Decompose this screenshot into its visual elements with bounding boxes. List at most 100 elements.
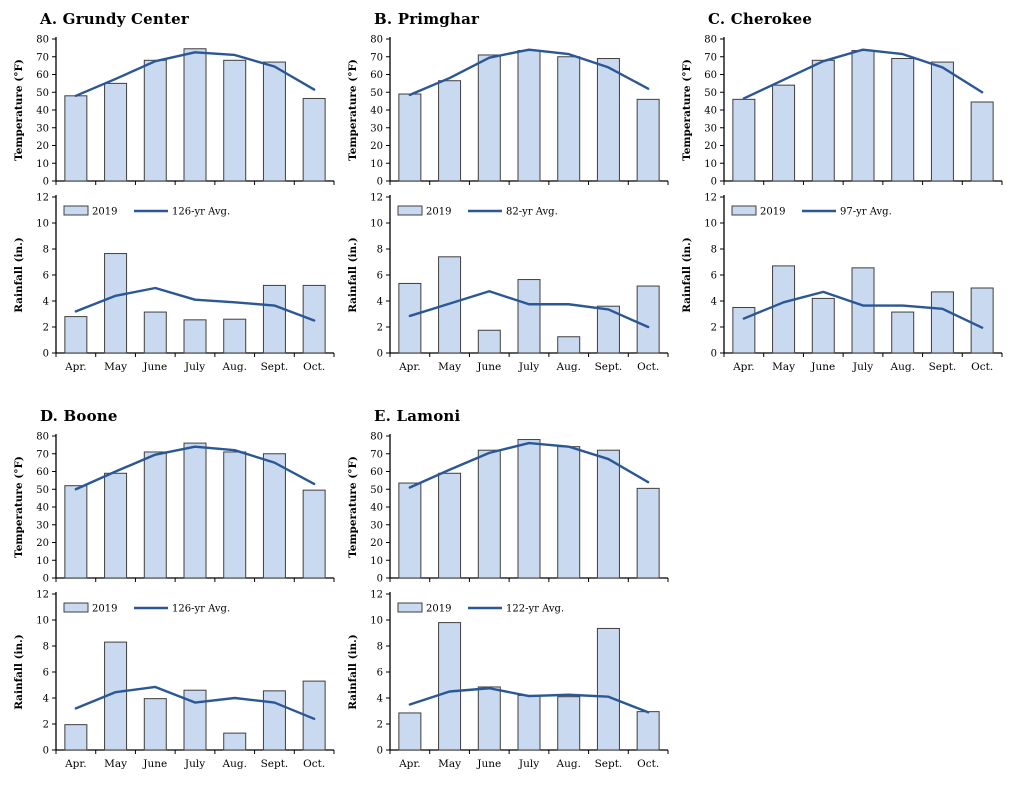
svg-text:Oct.: Oct.	[637, 758, 659, 770]
panel-cherokee: C. Cherokee 0 10 20 30 40 50 60 70 80 Temperature…	[678, 6, 1008, 387]
svg-text:Rainfall (in.): Rainfall (in.)	[13, 634, 25, 710]
rainfall-chart: 0 2 4 6 8 10 12 Rainfall (in.) Apr. May June July Au…	[10, 191, 340, 387]
svg-text:12: 12	[370, 590, 383, 601]
svg-text:30: 30	[36, 123, 49, 134]
svg-text:2019: 2019	[92, 604, 117, 615]
temperature-chart: 0 10 20 30 40 50 60 70 80 Temperature (°F)	[344, 31, 674, 191]
svg-text:6: 6	[377, 668, 383, 679]
svg-text:0: 0	[377, 746, 383, 757]
svg-text:Apr.: Apr.	[64, 758, 87, 770]
svg-text:30: 30	[704, 123, 717, 134]
svg-text:40: 40	[704, 106, 717, 117]
svg-text:0: 0	[43, 574, 49, 585]
svg-text:July: July	[518, 758, 539, 770]
svg-text:60: 60	[36, 70, 49, 81]
svg-text:8: 8	[43, 245, 49, 256]
panel-title: C. Cherokee	[708, 10, 813, 28]
svg-text:10: 10	[370, 616, 383, 627]
svg-text:80: 80	[36, 35, 49, 46]
svg-text:30: 30	[370, 520, 383, 531]
svg-text:Sept.: Sept.	[595, 758, 623, 770]
svg-text:20: 20	[36, 538, 49, 549]
svg-text:6: 6	[711, 271, 717, 282]
svg-text:40: 40	[370, 106, 383, 117]
svg-text:80: 80	[36, 432, 49, 443]
svg-text:Sept.: Sept.	[261, 758, 289, 770]
svg-text:50: 50	[370, 485, 383, 496]
svg-text:May: May	[438, 361, 461, 373]
svg-text:Aug.: Aug.	[222, 361, 247, 373]
svg-text:May: May	[104, 361, 127, 373]
svg-text:Oct.: Oct.	[971, 361, 993, 373]
svg-text:10: 10	[36, 159, 49, 170]
rainfall-chart: 0 2 4 6 8 10 12 Rainfall (in.) Apr. May June July Au…	[678, 191, 1008, 387]
svg-text:0: 0	[711, 349, 717, 360]
svg-text:4: 4	[711, 297, 717, 308]
svg-text:Sept.: Sept.	[929, 361, 957, 373]
svg-text:40: 40	[36, 503, 49, 514]
svg-text:10: 10	[36, 616, 49, 627]
rainfall-chart: 0 2 4 6 8 10 12 Rainfall (in.) Apr. May June July Au…	[344, 191, 674, 387]
svg-text:June: June	[476, 361, 501, 373]
temperature-chart: 0 10 20 30 40 50 60 70 80 Temperature (°F)	[10, 428, 340, 588]
svg-text:2: 2	[711, 323, 717, 334]
svg-text:70: 70	[36, 52, 49, 63]
svg-text:0: 0	[43, 746, 49, 757]
svg-text:70: 70	[370, 449, 383, 460]
svg-text:2019: 2019	[426, 207, 451, 218]
svg-text:July: July	[518, 361, 539, 373]
svg-text:80: 80	[704, 35, 717, 46]
temperature-chart: 0 10 20 30 40 50 60 70 80 Temperature (°F)	[678, 31, 1008, 191]
panel-title: B. Primghar	[374, 10, 480, 28]
svg-text:2019: 2019	[760, 207, 785, 218]
svg-text:50: 50	[36, 485, 49, 496]
svg-text:Rainfall (in.): Rainfall (in.)	[681, 237, 693, 313]
svg-text:4: 4	[377, 297, 383, 308]
svg-text:30: 30	[36, 520, 49, 531]
svg-text:Temperature (°F): Temperature (°F)	[347, 456, 359, 558]
svg-text:4: 4	[43, 694, 49, 705]
svg-text:126-yr Avg.: 126-yr Avg.	[172, 207, 230, 218]
svg-text:2019: 2019	[92, 207, 117, 218]
svg-text:4: 4	[43, 297, 49, 308]
svg-text:0: 0	[377, 349, 383, 360]
svg-text:June: June	[142, 361, 167, 373]
svg-text:50: 50	[36, 88, 49, 99]
svg-text:Oct.: Oct.	[303, 758, 325, 770]
svg-text:8: 8	[711, 245, 717, 256]
svg-text:40: 40	[370, 503, 383, 514]
svg-text:20: 20	[370, 141, 383, 152]
temperature-chart: 0 10 20 30 40 50 60 70 80 Temperature (°F)	[344, 428, 674, 588]
temperature-chart: 0 10 20 30 40 50 60 70 80 Temperature (°F)	[10, 31, 340, 191]
svg-text:Rainfall (in.): Rainfall (in.)	[347, 634, 359, 710]
svg-text:Apr.: Apr.	[732, 361, 755, 373]
svg-text:Oct.: Oct.	[303, 361, 325, 373]
svg-text:82-yr Avg.: 82-yr Avg.	[506, 207, 558, 218]
svg-text:4: 4	[377, 694, 383, 705]
svg-text:40: 40	[36, 106, 49, 117]
svg-text:Rainfall (in.): Rainfall (in.)	[347, 237, 359, 313]
svg-text:2: 2	[43, 323, 49, 334]
svg-text:70: 70	[36, 449, 49, 460]
svg-text:30: 30	[370, 123, 383, 134]
svg-text:May: May	[438, 758, 461, 770]
svg-text:60: 60	[370, 70, 383, 81]
svg-text:8: 8	[43, 642, 49, 653]
svg-text:Aug.: Aug.	[222, 758, 247, 770]
svg-text:50: 50	[370, 88, 383, 99]
svg-text:10: 10	[36, 219, 49, 230]
panel-primghar: B. Primghar 0 10 20 30 40 50 60 70 80 Temperature…	[344, 6, 674, 387]
svg-text:Temperature (°F): Temperature (°F)	[13, 59, 25, 161]
panel-lamoni: E. Lamoni 0 10 20 30 40 50 60 70 80 Temperature (…	[344, 403, 674, 784]
svg-text:0: 0	[377, 177, 383, 188]
svg-text:May: May	[772, 361, 795, 373]
svg-text:12: 12	[704, 193, 717, 204]
svg-text:June: June	[476, 758, 501, 770]
panel-title: A. Grundy Center	[40, 10, 189, 28]
svg-text:6: 6	[377, 271, 383, 282]
svg-text:10: 10	[370, 159, 383, 170]
svg-text:Temperature (°F): Temperature (°F)	[347, 59, 359, 161]
svg-text:6: 6	[43, 668, 49, 679]
svg-text:Sept.: Sept.	[595, 361, 623, 373]
